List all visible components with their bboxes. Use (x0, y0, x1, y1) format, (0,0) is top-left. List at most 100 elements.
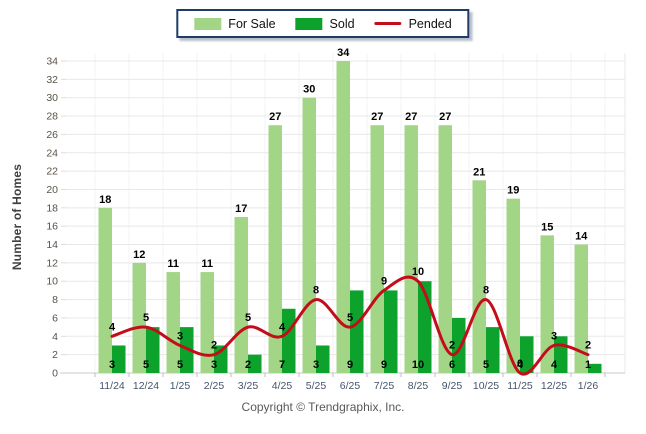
sold-bar[interactable] (112, 345, 126, 373)
sold-bar[interactable] (452, 317, 466, 373)
pended-value-label: 5 (245, 312, 251, 324)
copyright-text: Copyright © Trendgraphix, Inc. (241, 400, 405, 414)
sold-value-label: 1 (585, 359, 591, 371)
pended-line[interactable] (110, 275, 590, 376)
x-tick-label: 3/25 (238, 380, 259, 392)
for-sale-value-label: 27 (405, 111, 417, 123)
y-tick-label: 14 (46, 239, 58, 251)
sold-value-label: 3 (313, 359, 319, 371)
pended-value-label: 2 (449, 340, 455, 352)
for-sale-value-label: 19 (507, 185, 519, 197)
y-tick-label: 12 (46, 257, 58, 269)
legend-label-sold: Sold (329, 16, 355, 31)
x-tick-label: 1/26 (578, 380, 599, 392)
legend: For Sale Sold Pended (176, 9, 470, 38)
sold-bar[interactable] (384, 290, 398, 373)
pended-line-icon (374, 22, 402, 25)
legend-label-for-sale: For Sale (228, 16, 276, 31)
for-sale-bar[interactable] (404, 125, 419, 373)
pended-value-label: 0 (517, 358, 523, 370)
sold-bar[interactable] (248, 354, 262, 373)
for-sale-value-label: 27 (371, 111, 383, 123)
for-sale-value-label: 30 (303, 84, 315, 96)
pended-value-label: 8 (313, 285, 319, 297)
sold-value-label: 5 (483, 359, 489, 371)
pended-value-label: 4 (109, 321, 116, 333)
sold-value-label: 9 (347, 359, 353, 371)
x-tick-label: 5/25 (306, 380, 327, 392)
y-tick-label: 24 (46, 147, 58, 159)
sold-bar[interactable] (316, 345, 330, 373)
sold-value-label: 2 (245, 359, 251, 371)
sold-value-label: 9 (381, 359, 387, 371)
x-tick-label: 10/25 (473, 380, 499, 392)
for-sale-bar[interactable] (98, 207, 113, 373)
for-sale-bar[interactable] (574, 244, 589, 373)
y-tick-label: 34 (46, 56, 58, 68)
for-sale-value-label: 18 (99, 194, 111, 206)
y-tick-label: 22 (46, 166, 58, 178)
legend-item-pended[interactable]: Pended (374, 16, 452, 31)
for-sale-bar[interactable] (336, 61, 351, 373)
for-sale-value-label: 27 (269, 111, 281, 123)
sold-bar[interactable] (520, 336, 534, 373)
sold-bar[interactable] (588, 363, 602, 373)
for-sale-value-label: 12 (133, 249, 145, 261)
for-sale-value-label: 17 (235, 203, 247, 215)
y-tick-label: 10 (46, 276, 58, 288)
sold-bar[interactable] (350, 290, 364, 373)
y-tick-label: 26 (46, 129, 58, 141)
sold-bar[interactable] (146, 327, 160, 373)
pended-value-label: 10 (412, 266, 424, 278)
x-tick-label: 12/25 (541, 380, 567, 392)
y-tick-label: 2 (52, 349, 58, 361)
sold-value-label: 7 (279, 359, 285, 371)
pended-value-label: 2 (211, 340, 217, 352)
x-tick-label: 1/25 (170, 380, 191, 392)
sold-bar[interactable] (486, 327, 500, 373)
for-sale-value-label: 21 (473, 166, 485, 178)
sold-value-label: 10 (412, 359, 424, 371)
pended-value-label: 2 (585, 340, 591, 352)
for-sale-bar[interactable] (132, 262, 147, 373)
y-tick-label: 28 (46, 111, 58, 123)
pended-value-label: 9 (381, 275, 387, 287)
for-sale-swatch-icon (194, 17, 222, 30)
y-tick-label: 8 (52, 294, 58, 306)
for-sale-bar[interactable] (472, 180, 487, 373)
for-sale-bar[interactable] (166, 272, 181, 373)
legend-label-pended: Pended (408, 16, 452, 31)
sold-value-label: 6 (449, 359, 455, 371)
pended-value-label: 3 (177, 330, 183, 342)
for-sale-bar[interactable] (438, 125, 453, 373)
for-sale-bar[interactable] (370, 125, 385, 373)
for-sale-bar[interactable] (540, 235, 555, 373)
y-tick-label: 4 (52, 331, 58, 343)
sold-value-label: 3 (109, 359, 115, 371)
for-sale-bar[interactable] (302, 97, 317, 374)
x-tick-label: 11/24 (99, 380, 125, 392)
y-tick-label: 30 (46, 92, 58, 104)
pended-value-label: 8 (483, 285, 489, 297)
for-sale-bar[interactable] (234, 217, 249, 373)
y-tick-label: 20 (46, 184, 58, 196)
for-sale-value-label: 34 (337, 47, 350, 59)
x-tick-label: 6/25 (340, 380, 361, 392)
for-sale-bar[interactable] (200, 272, 215, 373)
x-tick-label: 9/25 (442, 380, 463, 392)
y-tick-label: 6 (52, 312, 58, 324)
sold-value-label: 5 (143, 359, 149, 371)
for-sale-value-label: 27 (439, 111, 451, 123)
legend-item-sold[interactable]: Sold (295, 16, 355, 31)
for-sale-value-label: 15 (541, 221, 553, 233)
for-sale-value-label: 14 (575, 231, 588, 243)
pended-value-label: 3 (551, 330, 557, 342)
for-sale-bar[interactable] (268, 125, 283, 373)
x-tick-label: 12/24 (133, 380, 159, 392)
x-tick-label: 4/25 (272, 380, 293, 392)
for-sale-value-label: 11 (167, 258, 179, 270)
for-sale-bar[interactable] (506, 198, 521, 373)
legend-item-for-sale[interactable]: For Sale (194, 16, 276, 31)
